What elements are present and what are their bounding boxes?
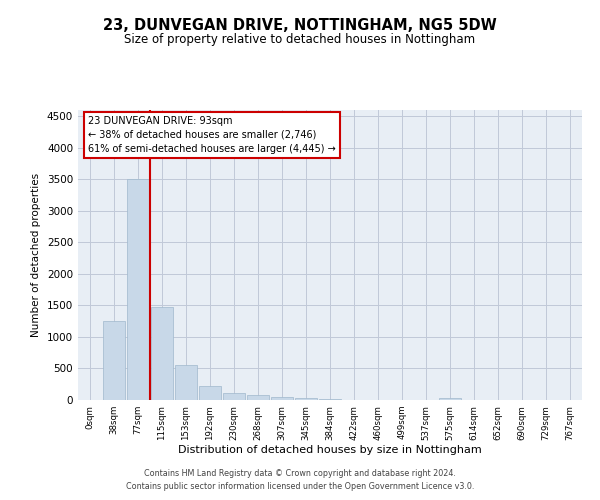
X-axis label: Distribution of detached houses by size in Nottingham: Distribution of detached houses by size … — [178, 446, 482, 456]
Bar — [319, 398, 341, 400]
Text: Contains public sector information licensed under the Open Government Licence v3: Contains public sector information licen… — [126, 482, 474, 491]
Bar — [223, 393, 245, 400]
Bar — [175, 364, 197, 400]
Bar — [199, 386, 221, 400]
Bar — [271, 396, 293, 400]
Bar — [439, 398, 461, 400]
Text: Contains HM Land Registry data © Crown copyright and database right 2024.: Contains HM Land Registry data © Crown c… — [144, 468, 456, 477]
Y-axis label: Number of detached properties: Number of detached properties — [31, 173, 41, 337]
Text: 23 DUNVEGAN DRIVE: 93sqm
← 38% of detached houses are smaller (2,746)
61% of sem: 23 DUNVEGAN DRIVE: 93sqm ← 38% of detach… — [88, 116, 336, 154]
Bar — [103, 321, 125, 400]
Text: 23, DUNVEGAN DRIVE, NOTTINGHAM, NG5 5DW: 23, DUNVEGAN DRIVE, NOTTINGHAM, NG5 5DW — [103, 18, 497, 32]
Bar — [127, 180, 149, 400]
Bar — [295, 398, 317, 400]
Text: Size of property relative to detached houses in Nottingham: Size of property relative to detached ho… — [124, 32, 476, 46]
Bar — [151, 308, 173, 400]
Bar — [247, 396, 269, 400]
